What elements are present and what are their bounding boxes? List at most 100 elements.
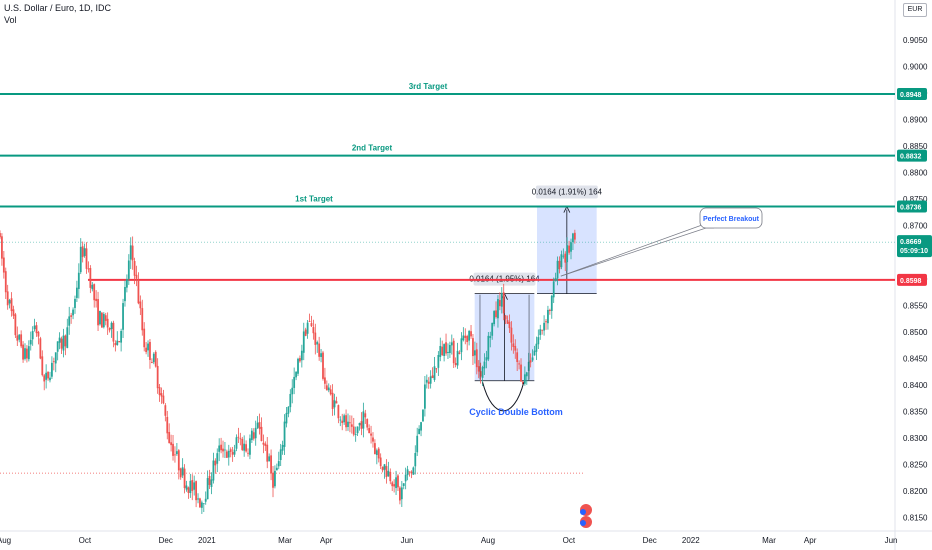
candle-body (573, 232, 576, 240)
candle-body (97, 299, 99, 326)
candle-body (76, 287, 78, 298)
candle-body (420, 422, 422, 431)
target-label: 2nd Target (352, 144, 393, 153)
candle-body (423, 384, 426, 409)
candle-body (177, 450, 180, 471)
candle-body (504, 315, 507, 320)
candle-body (354, 433, 357, 435)
candle-body (202, 503, 205, 505)
candle-body (222, 448, 224, 452)
candle-body (0, 233, 1, 238)
candle-body (195, 481, 198, 501)
candle-body (397, 475, 399, 488)
candle-body (375, 450, 378, 455)
target-label: 3rd Target (409, 82, 448, 91)
y-tick-label: 0.8300 (903, 434, 928, 443)
candle-body (24, 348, 26, 359)
candle-body (183, 468, 186, 489)
candle-body (89, 267, 92, 288)
candle-body (268, 456, 271, 462)
candle-body (106, 318, 109, 328)
candle-body (322, 352, 324, 379)
candle-body (241, 438, 244, 450)
candle-body (400, 487, 403, 500)
candle-body (295, 371, 297, 378)
candle-body (245, 444, 247, 452)
candle-body (447, 351, 449, 354)
candle-body (2, 257, 5, 273)
candle-body (22, 344, 24, 360)
candle-body (562, 255, 565, 257)
candle-body (156, 365, 159, 389)
candle-body (493, 311, 496, 325)
candle-body (418, 428, 421, 435)
candle-body (158, 387, 161, 396)
candle-body (316, 342, 319, 345)
candle-body (345, 415, 347, 428)
x-tick-label: Dec (643, 536, 657, 545)
candle-body (304, 329, 307, 336)
candle-body (525, 372, 528, 377)
symbol-title[interactable]: U.S. Dollar / Euro, 1D, IDC (4, 3, 112, 13)
candle-body (51, 362, 53, 377)
candle-body (256, 422, 259, 428)
perfect-breakout-label: Perfect Breakout (703, 216, 760, 223)
y-tick-label: 0.8850 (903, 142, 928, 151)
candle-body (235, 437, 238, 449)
y-tick-label: 0.8800 (903, 169, 928, 178)
candle-body (404, 474, 407, 482)
candle-body (141, 308, 144, 331)
candle-body (466, 336, 469, 343)
candle-body (12, 309, 15, 316)
candle-body (1, 236, 3, 259)
candle-body (552, 281, 555, 298)
candle-body (39, 338, 42, 359)
price-tag-text: 0.8736 (900, 205, 922, 212)
y-tick-label: 0.8750 (903, 195, 928, 204)
candle-body (129, 245, 132, 260)
candle-body (108, 327, 111, 331)
candle-body (66, 327, 69, 348)
callout-box (699, 207, 763, 229)
candle-body (291, 387, 294, 395)
price-tag (897, 200, 927, 213)
candle-body (210, 479, 213, 487)
currency-button[interactable]: EUR (903, 3, 927, 17)
candle-body (412, 467, 415, 475)
candle-body (250, 430, 253, 441)
candle-body (385, 466, 388, 478)
candle-body (452, 340, 455, 364)
candle-body (118, 341, 121, 343)
candle-body (550, 295, 553, 311)
price-tag (897, 273, 927, 286)
candle-body (531, 357, 534, 361)
event-icon-dot (580, 520, 586, 526)
candle-body (448, 345, 451, 353)
candle-body (508, 321, 511, 329)
y-tick-label: 0.8450 (903, 354, 928, 363)
candle-body (545, 321, 547, 323)
candle-body (512, 343, 515, 347)
volume-label[interactable]: Vol (4, 15, 17, 25)
candle-body (91, 284, 94, 290)
candle-body (374, 443, 376, 455)
candle-body (564, 253, 567, 263)
candle-body (131, 245, 134, 261)
candle-body (441, 346, 444, 356)
candle-body (225, 451, 228, 458)
candle-body (41, 356, 44, 376)
callout-pointer (560, 224, 703, 277)
candle-body (285, 412, 288, 424)
candle-body (414, 453, 417, 467)
candle-body (37, 331, 40, 337)
candle-body (274, 470, 276, 487)
current-price-tag-text: 0.8669 (900, 239, 922, 246)
candle-body (270, 455, 272, 474)
candle-body (429, 376, 432, 384)
candle-body (172, 443, 174, 456)
candle-body (6, 291, 9, 306)
candle-body (293, 376, 296, 388)
candle-body (481, 367, 484, 378)
candle-body (416, 435, 419, 453)
